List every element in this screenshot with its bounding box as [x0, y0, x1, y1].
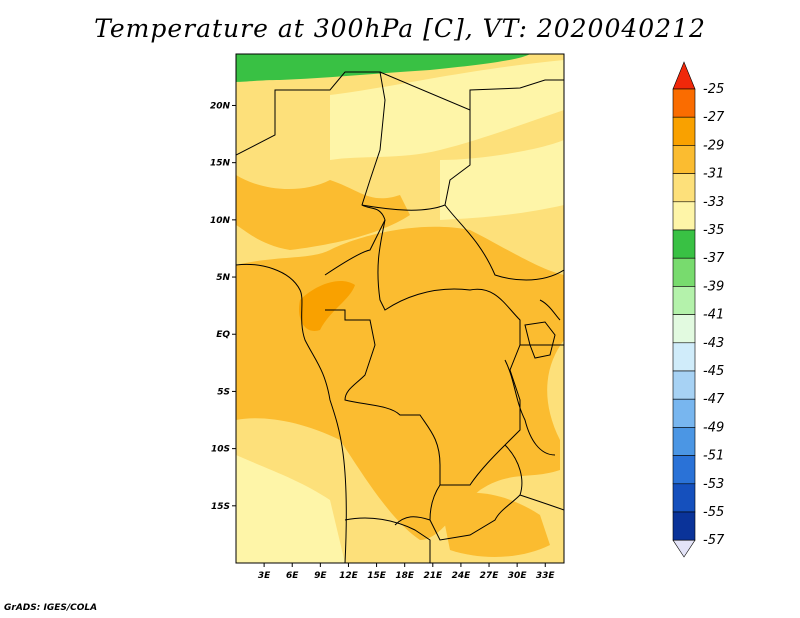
colorbar-label: -45 — [703, 364, 724, 379]
longitude-axis: 3E 6E 9E 12E 15E 18E 21E 24E 27E 30E 33E — [258, 563, 556, 581]
lat-tick-label: EQ — [216, 330, 230, 340]
lat-tick-label: 5N — [216, 273, 230, 283]
colorbar-bottom-arrow — [672, 539, 696, 558]
lat-tick-label: 20N — [210, 101, 231, 111]
colorbar-segment — [672, 286, 696, 315]
map-title: Temperature at 300hPa [C], VT: 202004021… — [94, 14, 706, 43]
lat-tick-label: 15S — [211, 502, 230, 512]
lon-tick-label: 6E — [286, 571, 299, 581]
colorbar-segment — [672, 370, 696, 400]
colorbar-segment — [672, 398, 696, 428]
colorbar-label: -25 — [703, 82, 724, 97]
lon-tick-label: 15E — [367, 571, 387, 581]
temperature-field — [236, 54, 564, 563]
lon-tick-label: 33E — [536, 571, 556, 581]
colorbar-label: -29 — [703, 138, 724, 153]
colorbar-segment — [672, 201, 696, 231]
colorbar-label: -27 — [703, 110, 725, 125]
lon-tick-label: 3E — [258, 571, 271, 581]
colorbar-label: -39 — [703, 279, 724, 294]
colorbar-label: -51 — [703, 449, 724, 464]
colorbar-segment — [672, 483, 696, 513]
country-borders — [236, 71, 564, 563]
lon-tick-label: 9E — [314, 571, 327, 581]
map-plot: 20N 15N 10N 5N EQ 5S 10S 15S 3E 6E 9E 12E 15E 18E 21E… — [210, 53, 725, 581]
credit-label: GrADS: IGES/COLA — [4, 603, 98, 613]
colorbar-segment — [672, 511, 696, 541]
lat-tick-label: 5S — [217, 387, 230, 397]
colorbar-label: -41 — [703, 308, 724, 323]
colorbar-label: -47 — [703, 392, 725, 407]
colorbar-label: -57 — [703, 533, 725, 548]
colorbar-segment — [672, 116, 696, 146]
colorbar-segment — [672, 427, 696, 456]
lon-tick-label: 27E — [480, 571, 500, 581]
map-frame — [235, 53, 565, 564]
lon-tick-label: 21E — [423, 571, 443, 581]
colorbar: -25 -27 -29 -31 -33 -35 -37 -39 -41 -43 -45 -47 -49 -… — [672, 61, 725, 558]
colorbar-label: -55 — [703, 505, 724, 520]
colorbar-label: -43 — [703, 336, 724, 351]
colorbar-segment — [672, 145, 696, 174]
lon-tick-label: 30E — [508, 571, 528, 581]
colorbar-segment — [672, 314, 696, 344]
latitude-axis: 20N 15N 10N 5N EQ 5S 10S 15S — [210, 101, 236, 512]
colorbar-label: -53 — [703, 477, 724, 492]
colorbar-top-arrow — [672, 61, 696, 90]
lat-tick-label: 10S — [211, 445, 230, 455]
lon-tick-label: 24E — [452, 571, 472, 581]
colorbar-label: -49 — [703, 420, 724, 435]
colorbar-segment — [672, 88, 696, 118]
colorbar-segment — [672, 229, 696, 259]
colorbar-label: -31 — [703, 167, 724, 182]
colorbar-segment — [672, 342, 696, 372]
lon-tick-label: 12E — [339, 571, 359, 581]
colorbar-label: -33 — [703, 195, 724, 210]
colorbar-label: -37 — [703, 251, 725, 266]
colorbar-segment — [672, 173, 696, 203]
colorbar-segment — [672, 257, 696, 287]
lon-tick-label: 18E — [395, 571, 415, 581]
colorbar-segment — [672, 455, 696, 485]
lat-tick-label: 15N — [210, 159, 231, 169]
colorbar-label: -35 — [703, 223, 724, 238]
lat-tick-label: 10N — [210, 216, 231, 226]
